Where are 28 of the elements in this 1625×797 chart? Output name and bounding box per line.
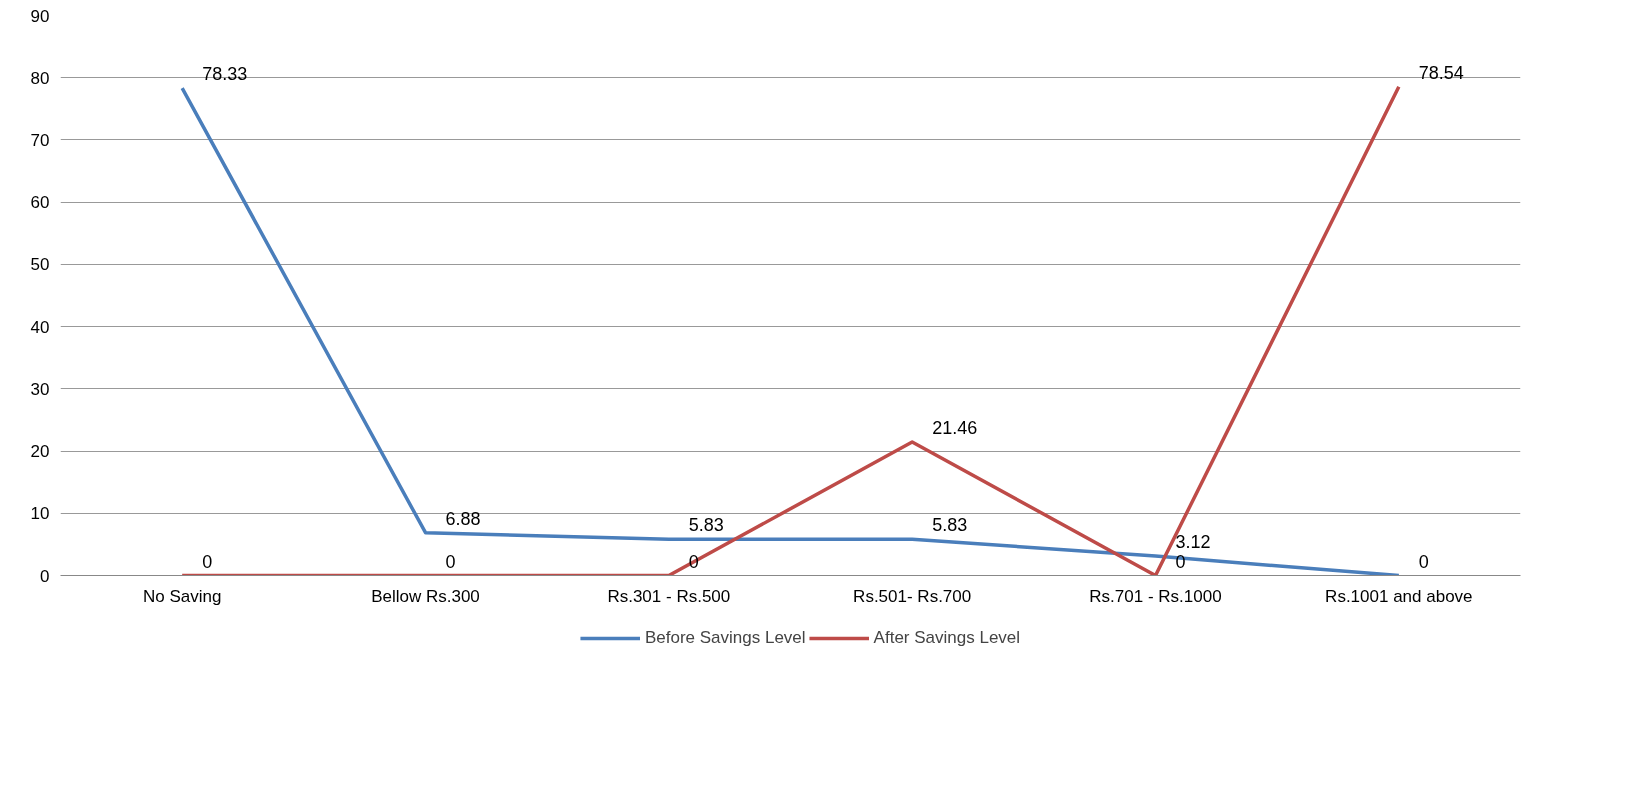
x-tick-label: No Saving [142,586,222,606]
y-tick-label: 70 [30,130,50,150]
legend-label: Before Savings Level [644,628,806,648]
data-label: 0 [445,551,456,572]
data-label: 0 [1418,551,1429,572]
x-tick-label: Rs.501- Rs.700 [853,586,972,606]
data-label: 0 [202,551,213,572]
y-tick-label: 90 [30,6,50,26]
x-tick-label: Rs.301 - Rs.500 [607,586,731,606]
y-tick-label: 50 [30,255,50,275]
data-label: 3.12 [1175,532,1211,553]
legend-label: After Savings Level [873,628,1021,648]
y-tick-label: 40 [30,317,50,337]
data-label: 5.83 [932,515,968,536]
y-tick-label: 20 [30,442,50,462]
data-label: 78.54 [1418,62,1464,83]
y-tick-label: 0 [40,566,50,586]
y-tick-label: 80 [30,68,50,88]
y-tick-label: 30 [30,379,50,399]
data-label: 78.33 [202,64,248,85]
data-label: 6.88 [445,508,481,529]
data-label: 21.46 [932,417,978,438]
x-tick-label: Bellow Rs.300 [371,586,480,606]
y-tick-label: 10 [30,504,50,524]
x-tick-label: Rs.1001 and above [1325,586,1473,606]
x-tick-label: Rs.701 - Rs.1000 [1089,586,1222,606]
y-tick-label: 60 [30,193,50,213]
data-label: 5.83 [688,515,724,536]
